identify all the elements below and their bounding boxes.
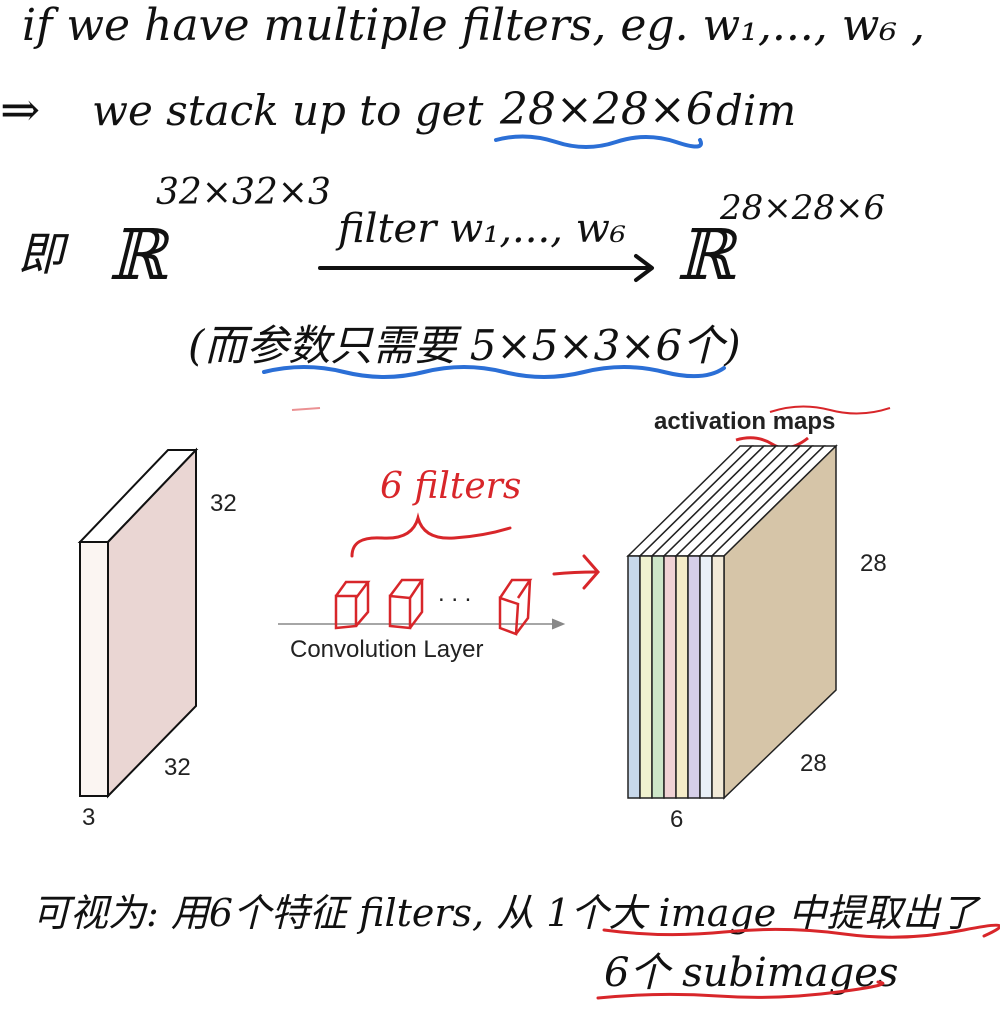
real-space-right-exponent: 28×28×6 (720, 188, 886, 228)
red-underline-bottom-2 (596, 980, 885, 1000)
red-mark-activation-top (769, 405, 891, 415)
activation-slice-1-front (627, 555, 641, 799)
note-line-2: we stack up to get (92, 86, 484, 135)
input-width-label: 32 (164, 754, 191, 781)
output-height-label: 28 (860, 550, 887, 577)
arrow-label: filter w₁,..., w₆ (338, 206, 626, 252)
input-depth-label: 3 (82, 804, 96, 831)
red-arrow-to-maps (552, 570, 598, 576)
activation-slice-7-front (699, 555, 713, 799)
bottom-note-line-1: 可视为: 用6个特征 filters, 从 1个大 image 中提取出了 (32, 891, 979, 935)
activation-slice-4-front (663, 555, 677, 799)
note-line-1: if we have multiple filters, eg. w₁,...,… (22, 0, 926, 51)
red-mark-top (291, 407, 321, 411)
output-depth-label: 6 (670, 806, 684, 833)
activation-slice-6-front (687, 555, 701, 799)
filters-brace (350, 512, 512, 558)
real-space-right: ℝ (676, 214, 735, 296)
implies-symbol: ⇒ (0, 82, 41, 138)
blue-underline-params (262, 365, 726, 379)
activation-slice-8-front (711, 555, 725, 799)
dim-word: dim (716, 86, 797, 135)
filter-cube-1 (334, 580, 371, 630)
activation-slice-5-front (675, 555, 689, 799)
convolution-layer-label: Convolution Layer (290, 636, 484, 663)
red-arrow-to-maps-head (582, 554, 600, 590)
activation-maps-title: activation maps (654, 408, 836, 435)
activation-slice-2-front (639, 555, 653, 799)
real-space-left-exponent: 32×32×3 (156, 172, 331, 213)
red-underline-bottom-1 (602, 923, 1000, 939)
mapping-arrow-head (634, 254, 654, 282)
note-line-4: (而参数只需要 5×5×3×6个) (188, 321, 741, 370)
blue-underline-dims (494, 134, 703, 149)
output-width-label: 28 (800, 750, 827, 777)
activation-slices (626, 444, 838, 800)
filter-cube-3 (498, 578, 533, 636)
input-volume-front (79, 541, 109, 797)
real-space-left: ℝ (108, 214, 167, 296)
dims-highlight: 28×28×6 (500, 84, 714, 135)
bottom-note-line-2: 6个 subimages (604, 950, 899, 996)
activation-slice-3-front (651, 555, 665, 799)
filter-ellipsis: . . . (438, 580, 472, 607)
filter-cube-2 (388, 578, 425, 630)
line3-prefix: 即 (18, 227, 64, 281)
layer-arrow-head (551, 618, 566, 630)
input-height-label: 32 (210, 490, 237, 517)
filters-annotation: 6 filters (380, 466, 522, 507)
red-mark-activation (735, 436, 809, 450)
